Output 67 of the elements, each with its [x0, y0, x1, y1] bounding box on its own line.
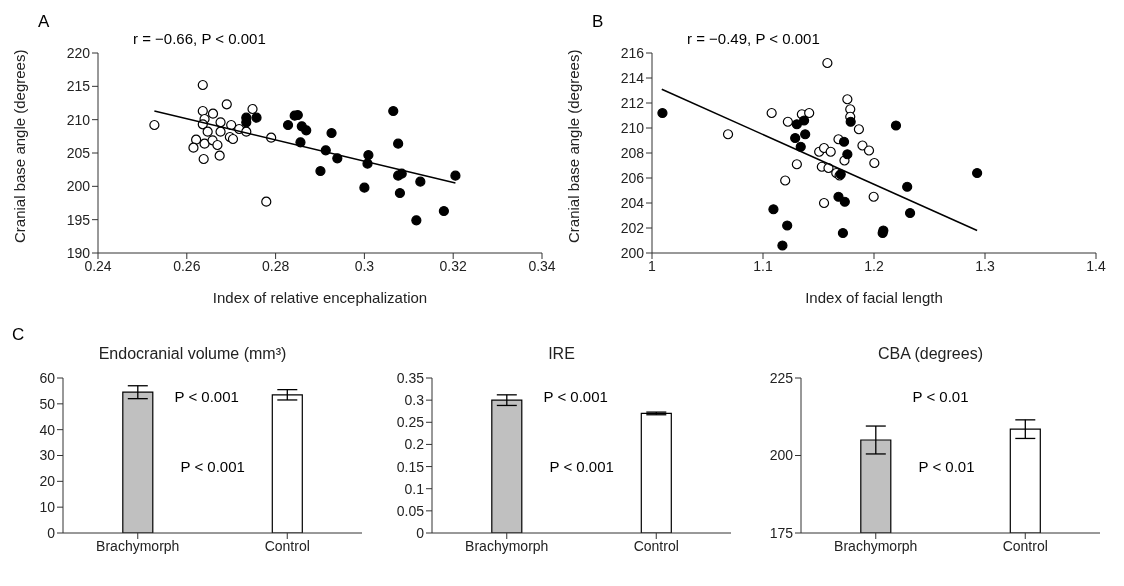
x-tick-label: 0.28 — [261, 257, 290, 274]
y-tick-label: 214 — [620, 69, 645, 86]
annotation: P < 0.01 — [918, 458, 975, 475]
y-tick-label: 40 — [39, 421, 56, 438]
y-tick-label: 215 — [66, 78, 91, 95]
x-tick-label: 1.3 — [975, 257, 995, 274]
x-tick-label: 1.2 — [864, 257, 884, 274]
y-tick-label: 0.1 — [404, 480, 425, 497]
y-tick-label: 30 — [39, 447, 56, 464]
y-tick-label: 175 — [769, 524, 794, 541]
x-tick-label: Brachymorph — [96, 537, 180, 554]
x-tick-label: Control — [1002, 537, 1048, 554]
text: C — [12, 325, 25, 345]
y-tick-label: 210 — [620, 119, 645, 136]
y-tick-label: 60 — [39, 369, 56, 386]
y-tick-label: 0.35 — [396, 369, 425, 386]
y-tick-label: 205 — [66, 144, 91, 161]
y-tick-label: 0.15 — [396, 458, 425, 475]
y-axis-title: Cranial base angle (degrees) — [565, 49, 583, 243]
annotation: P < 0.01 — [912, 388, 969, 405]
y-tick-label: 0.25 — [396, 414, 425, 431]
y-tick-label: 220 — [66, 44, 91, 61]
x-tick-label: Brachymorph — [465, 537, 549, 554]
chart-title: IRE — [547, 345, 576, 363]
y-tick-label: 212 — [620, 94, 645, 111]
y-tick-label: 216 — [620, 44, 645, 61]
chart-title: Endocranial volume (mm³) — [97, 345, 288, 363]
y-tick-label: 200 — [620, 244, 645, 261]
text: r = −0.66, P < 0.001 — [133, 30, 266, 47]
y-tick-label: 208 — [620, 144, 645, 161]
y-tick-label: 200 — [769, 447, 794, 464]
y-tick-label: 0.2 — [404, 436, 425, 453]
x-axis-title: Index of relative encephalization — [212, 289, 428, 306]
x-tick-label: 0.26 — [173, 257, 201, 274]
y-tick-label: 210 — [66, 111, 91, 128]
annotation: P < 0.001 — [180, 458, 245, 475]
y-tick-label: 200 — [66, 178, 91, 195]
y-tick-label: 0.3 — [404, 392, 425, 409]
x-tick-label: 1.4 — [1086, 257, 1106, 274]
y-tick-label: 0 — [416, 524, 425, 541]
y-tick-label: 0 — [47, 524, 56, 541]
y-axis-title: Cranial base angle (degrees) — [11, 49, 29, 243]
y-tick-label: 50 — [39, 395, 56, 412]
chart-title: CBA (degrees) — [877, 345, 984, 363]
annotation: P < 0.001 — [549, 458, 614, 475]
annotation: P < 0.001 — [543, 388, 608, 405]
y-tick-label: 206 — [620, 169, 645, 186]
y-tick-label: 10 — [39, 499, 56, 516]
x-tick-label: 1.1 — [753, 257, 773, 274]
x-axis-title: Index of facial length — [805, 289, 943, 306]
y-tick-label: 204 — [620, 194, 645, 211]
chart-title: B — [592, 12, 604, 32]
y-tick-label: 195 — [66, 211, 91, 228]
x-tick-label: 1 — [648, 257, 657, 274]
x-tick-label: 0.34 — [528, 257, 556, 274]
annotation: P < 0.001 — [174, 388, 239, 405]
x-tick-label: 0.32 — [439, 257, 468, 274]
chart-title: A — [38, 12, 50, 32]
x-tick-label: Control — [264, 537, 310, 554]
y-tick-label: 20 — [39, 473, 56, 490]
x-tick-label: Control — [633, 537, 679, 554]
x-tick-label: 0.3 — [354, 257, 375, 274]
y-tick-label: 202 — [620, 219, 645, 236]
x-tick-label: Brachymorph — [834, 537, 918, 554]
y-tick-label: 0.05 — [396, 502, 425, 519]
text: r = −0.49, P < 0.001 — [687, 30, 820, 47]
y-tick-label: 225 — [769, 369, 794, 386]
